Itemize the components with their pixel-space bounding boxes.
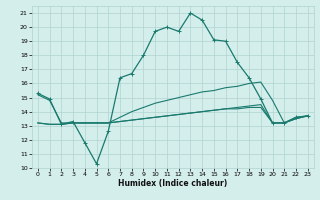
X-axis label: Humidex (Indice chaleur): Humidex (Indice chaleur) [118,179,228,188]
